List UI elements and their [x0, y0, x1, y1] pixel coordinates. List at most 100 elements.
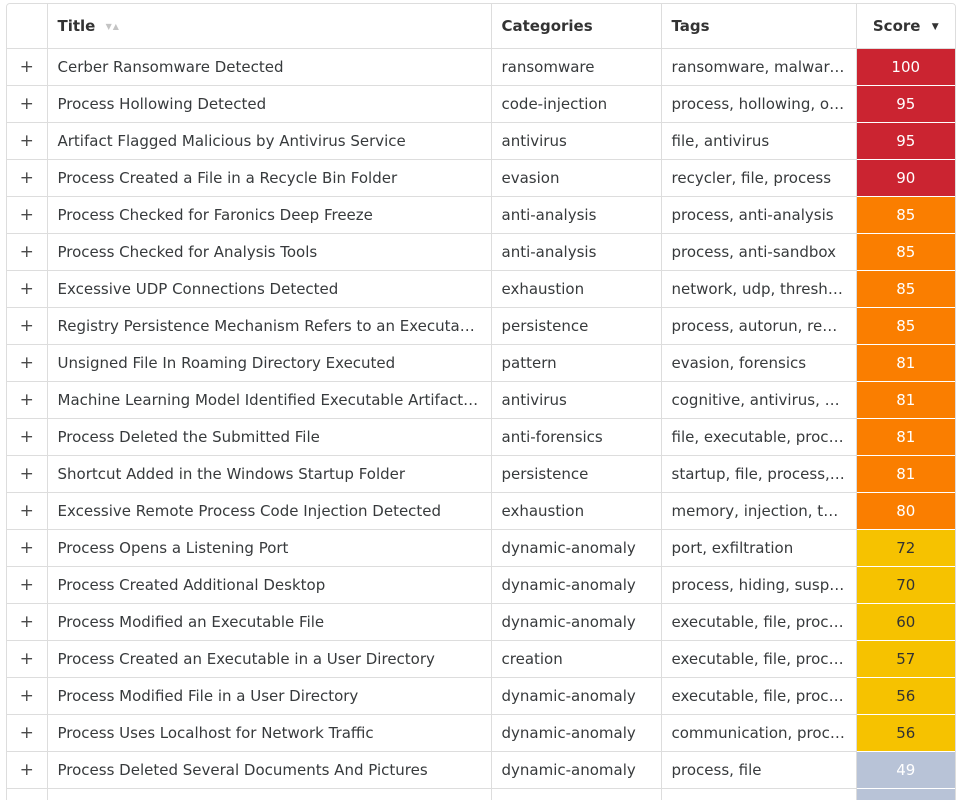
- row-categories: anti-analysis: [490, 233, 661, 271]
- row-title: Process Opens a Listening Port: [46, 529, 491, 567]
- row-tags: ransomware, malware, …: [660, 48, 856, 86]
- expand-row-button[interactable]: +: [7, 307, 47, 345]
- row-categories: [490, 788, 661, 800]
- row-score-badge: 56: [855, 677, 955, 715]
- table-row: + Registry Persistence Mechanism Refers t…: [7, 307, 955, 345]
- title-column-header[interactable]: Title ▼▲: [46, 4, 491, 49]
- row-categories: code-injection: [490, 85, 661, 123]
- expand-row-button[interactable]: +: [7, 48, 47, 86]
- row-tags: executable, file, proces…: [660, 603, 856, 641]
- table-row: + Process Created an Executable in a User…: [7, 640, 955, 678]
- row-score-badge: 85: [855, 233, 955, 271]
- row-score-badge: 85: [855, 270, 955, 308]
- table-row: + Process Checked for Analysis Tools anti-…: [7, 233, 955, 271]
- table-row: + Process Created Additional Desktop dynam…: [7, 566, 955, 604]
- row-categories: dynamic-anomaly: [490, 603, 661, 641]
- row-title: Process Hollowing Detected: [46, 85, 491, 123]
- row-tags: file, executable, process: [660, 418, 856, 456]
- row-score-badge: 81: [855, 381, 955, 419]
- table-row: + Process Modified File in a User Directo…: [7, 677, 955, 715]
- sort-both-icon[interactable]: ▼▲: [105, 22, 120, 31]
- signatures-table: Title ▼▲ Categories Tags Score ▼ + Cerber…: [7, 4, 955, 800]
- row-categories: antivirus: [490, 122, 661, 160]
- table-row: + Process Uses Localhost for Network Traf…: [7, 714, 955, 752]
- row-score-badge: 81: [855, 344, 955, 382]
- row-title: [46, 788, 491, 800]
- row-categories: persistence: [490, 455, 661, 493]
- expand-row-button[interactable]: +: [7, 603, 47, 641]
- row-categories: evasion: [490, 159, 661, 197]
- table-row: + Artifact Flagged Malicious by Antivirus…: [7, 122, 955, 160]
- expand-column-header: [7, 4, 47, 49]
- row-title: Unsigned File In Roaming Directory Execu…: [46, 344, 491, 382]
- expand-row-button[interactable]: +: [7, 640, 47, 678]
- row-title: Process Created a File in a Recycle Bin …: [46, 159, 491, 197]
- row-tags: process, hollowing, obfu…: [660, 85, 856, 123]
- expand-row-button[interactable]: +: [7, 85, 47, 123]
- tags-column-header: Tags: [660, 4, 856, 49]
- row-title: Process Modified File in a User Director…: [46, 677, 491, 715]
- row-tags: memory, injection, thre…: [660, 492, 856, 530]
- table-row: [7, 788, 955, 800]
- table-row: + Unsigned File In Roaming Directory Exec…: [7, 344, 955, 382]
- table-row: + Shortcut Added in the Windows Startup F…: [7, 455, 955, 493]
- row-score-badge: 70: [855, 566, 955, 604]
- expand-row-button[interactable]: +: [7, 751, 47, 789]
- expand-row-button[interactable]: +: [7, 418, 47, 456]
- row-categories: creation: [490, 640, 661, 678]
- table-row: + Process Created a File in a Recycle Bin…: [7, 159, 955, 197]
- row-score-badge: 85: [855, 307, 955, 345]
- table-row: + Excessive UDP Connections Detected exhau…: [7, 270, 955, 308]
- row-tags: cognitive, antivirus, ma…: [660, 381, 856, 419]
- row-title: Excessive Remote Process Code Injection …: [46, 492, 491, 530]
- table-row: + Process Opens a Listening Port dynamic-a…: [7, 529, 955, 567]
- row-categories: dynamic-anomaly: [490, 566, 661, 604]
- expand-row-button[interactable]: +: [7, 566, 47, 604]
- expand-row-button[interactable]: +: [7, 677, 47, 715]
- row-categories: persistence: [490, 307, 661, 345]
- row-title: Registry Persistence Mechanism Refers to…: [46, 307, 491, 345]
- row-tags: executable, file, process: [660, 677, 856, 715]
- row-title: Process Created Additional Desktop: [46, 566, 491, 604]
- expand-row-button[interactable]: +: [7, 529, 47, 567]
- sort-descending-icon[interactable]: ▼: [931, 21, 939, 32]
- table-row: + Excessive Remote Process Code Injection…: [7, 492, 955, 530]
- row-tags: process, autorun, regist…: [660, 307, 856, 345]
- row-title: Process Uses Localhost for Network Traff…: [46, 714, 491, 752]
- expand-row-button[interactable]: +: [7, 233, 47, 271]
- expand-row-button[interactable]: +: [7, 381, 47, 419]
- row-title: Process Checked for Analysis Tools: [46, 233, 491, 271]
- row-categories: anti-analysis: [490, 196, 661, 234]
- row-score-badge: 56: [855, 714, 955, 752]
- row-categories: exhaustion: [490, 270, 661, 308]
- expand-row-button[interactable]: +: [7, 344, 47, 382]
- row-categories: exhaustion: [490, 492, 661, 530]
- expand-row-button[interactable]: +: [7, 159, 47, 197]
- row-score-badge: 81: [855, 418, 955, 456]
- tags-column-label: Tags: [671, 17, 710, 35]
- row-tags: port, exfiltration: [660, 529, 856, 567]
- expand-row-button[interactable]: +: [7, 270, 47, 308]
- expand-row-button[interactable]: +: [7, 492, 47, 530]
- row-tags: process, anti-sandbox: [660, 233, 856, 271]
- expand-row-button[interactable]: +: [7, 714, 47, 752]
- row-score-badge: 81: [855, 455, 955, 493]
- row-score-badge: 95: [855, 122, 955, 160]
- row-score-badge: 80: [855, 492, 955, 530]
- table-row: + Machine Learning Model Identified Execu…: [7, 381, 955, 419]
- expand-row-button[interactable]: [7, 788, 47, 800]
- expand-row-button[interactable]: +: [7, 455, 47, 493]
- score-column-header[interactable]: Score ▼: [855, 4, 955, 49]
- row-title: Shortcut Added in the Windows Startup Fo…: [46, 455, 491, 493]
- signatures-table-card: Title ▼▲ Categories Tags Score ▼ + Cerber…: [6, 3, 956, 800]
- table-header-row: Title ▼▲ Categories Tags Score ▼: [7, 4, 955, 49]
- row-score-badge: 95: [855, 85, 955, 123]
- expand-row-button[interactable]: +: [7, 196, 47, 234]
- row-title: Process Checked for Faronics Deep Freeze: [46, 196, 491, 234]
- row-title: Process Created an Executable in a User …: [46, 640, 491, 678]
- row-title: Process Deleted Several Documents And Pi…: [46, 751, 491, 789]
- row-title: Process Modified an Executable File: [46, 603, 491, 641]
- row-title: Cerber Ransomware Detected: [46, 48, 491, 86]
- expand-row-button[interactable]: +: [7, 122, 47, 160]
- table-row: + Cerber Ransomware Detected ransomware ran…: [7, 48, 955, 86]
